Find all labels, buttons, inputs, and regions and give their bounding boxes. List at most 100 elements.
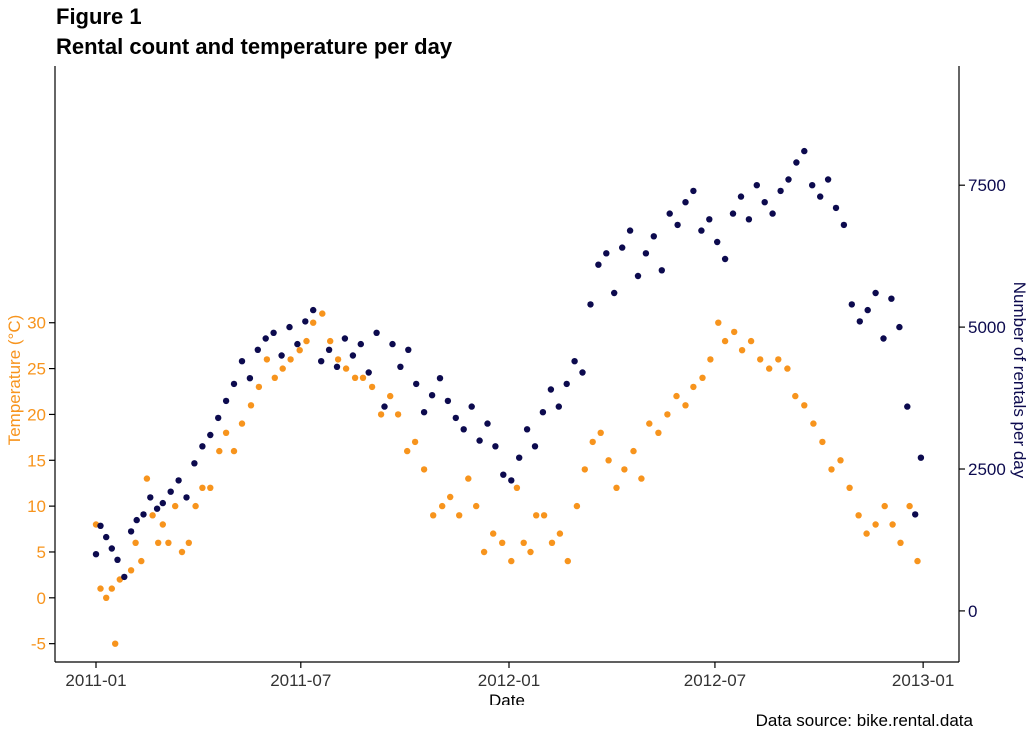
temperature-point — [846, 484, 853, 491]
rentals-point — [230, 380, 238, 388]
temperature-point — [447, 493, 454, 501]
rentals-series — [92, 147, 925, 581]
rentals-point — [523, 426, 531, 433]
temperature-point — [199, 484, 206, 491]
rentals-point — [349, 352, 357, 359]
x-tick-label: 2012-07 — [684, 671, 746, 690]
temperature-point — [564, 557, 571, 565]
rentals-point — [917, 454, 925, 461]
temperature-point — [103, 594, 110, 601]
rentals-point — [658, 267, 665, 274]
left-tick-label: -5 — [31, 635, 46, 654]
rentals-point — [769, 210, 776, 217]
temperature-point — [303, 337, 310, 345]
rentals-point — [666, 210, 673, 217]
rentals-point — [563, 380, 570, 388]
temperature-point — [490, 530, 497, 537]
rentals-point — [114, 556, 121, 563]
temperature-point — [906, 502, 913, 510]
rentals-point — [555, 403, 562, 410]
temperature-point — [230, 447, 238, 455]
left-tick-label: 25 — [27, 360, 46, 379]
right-tick-label: 0 — [968, 602, 977, 621]
rentals-point — [531, 443, 539, 450]
rentals-point — [405, 346, 412, 353]
temperature-point — [465, 475, 472, 482]
temperature-point — [837, 457, 844, 464]
temperature-point — [112, 640, 119, 647]
rentals-point — [452, 414, 459, 422]
temperature-point — [404, 447, 411, 455]
rentals-point — [619, 244, 626, 251]
temperature-point — [819, 438, 826, 446]
temperature-point — [480, 548, 488, 556]
temperature-point — [271, 374, 278, 381]
temperature-point — [149, 512, 156, 519]
temperature-point — [533, 512, 540, 519]
rentals-point — [238, 358, 246, 365]
rentals-point — [904, 403, 911, 410]
rentals-point — [634, 272, 642, 280]
rentals-point — [579, 369, 586, 376]
temperature-point — [630, 447, 637, 455]
rentals-point — [318, 358, 325, 365]
temperature-point — [255, 383, 263, 391]
temperature-point — [801, 402, 808, 409]
temperature-point — [646, 420, 653, 427]
temperature-point — [520, 539, 527, 546]
x-tick-label: 2013-01 — [892, 671, 954, 690]
rentals-point — [603, 250, 610, 257]
rentals-point — [420, 409, 428, 416]
rentals-point — [856, 318, 863, 325]
rentals-point — [215, 414, 222, 422]
temperature-point — [97, 585, 104, 592]
temperature-point — [108, 585, 116, 592]
rentals-point — [147, 494, 154, 501]
rentals-point — [270, 329, 277, 336]
rentals-point — [896, 323, 903, 331]
rentals-point — [801, 147, 808, 155]
temperature-point — [690, 383, 697, 391]
temperature-point — [589, 438, 596, 446]
rentals-point — [444, 397, 452, 405]
temperature-point — [673, 392, 680, 400]
rentals-point — [397, 363, 404, 370]
rentals-point — [880, 335, 887, 342]
temperature-point — [359, 374, 367, 381]
rentals-point — [587, 301, 594, 308]
rentals-point — [872, 289, 879, 297]
left-axis-ticks: -5 0 5 10 15 20 25 30 — [27, 314, 55, 654]
temperature-point — [132, 539, 139, 546]
rentals-point — [365, 369, 372, 376]
rentals-point — [357, 340, 364, 348]
right-tick-label: 2500 — [968, 460, 1006, 479]
temperature-point — [792, 392, 799, 400]
rentals-point — [888, 295, 895, 302]
rentals-point — [508, 477, 515, 484]
temperature-point — [420, 466, 428, 473]
right-tick-label: 5000 — [968, 318, 1006, 337]
temperature-point — [263, 356, 271, 363]
temperature-point — [155, 539, 162, 546]
temperature-point — [222, 429, 230, 436]
rentals-point — [254, 346, 261, 353]
temperature-point — [351, 374, 359, 381]
rentals-point — [108, 545, 116, 552]
temperature-point — [556, 530, 564, 537]
temperature-point — [597, 429, 604, 436]
rentals-point — [864, 306, 871, 314]
rentals-point — [381, 403, 388, 410]
rentals-point — [595, 261, 602, 268]
temperature-point — [747, 337, 755, 345]
temperature-point — [897, 539, 904, 546]
rentals-point — [294, 340, 301, 348]
temperature-point — [342, 365, 350, 372]
left-tick-label: 0 — [37, 589, 46, 608]
rentals-point — [650, 233, 657, 240]
rentals-point — [571, 358, 578, 365]
rentals-point — [140, 511, 147, 518]
temperature-point — [207, 484, 214, 491]
temperature-point — [721, 337, 729, 345]
rentals-point — [721, 255, 729, 263]
rentals-point — [436, 375, 444, 382]
